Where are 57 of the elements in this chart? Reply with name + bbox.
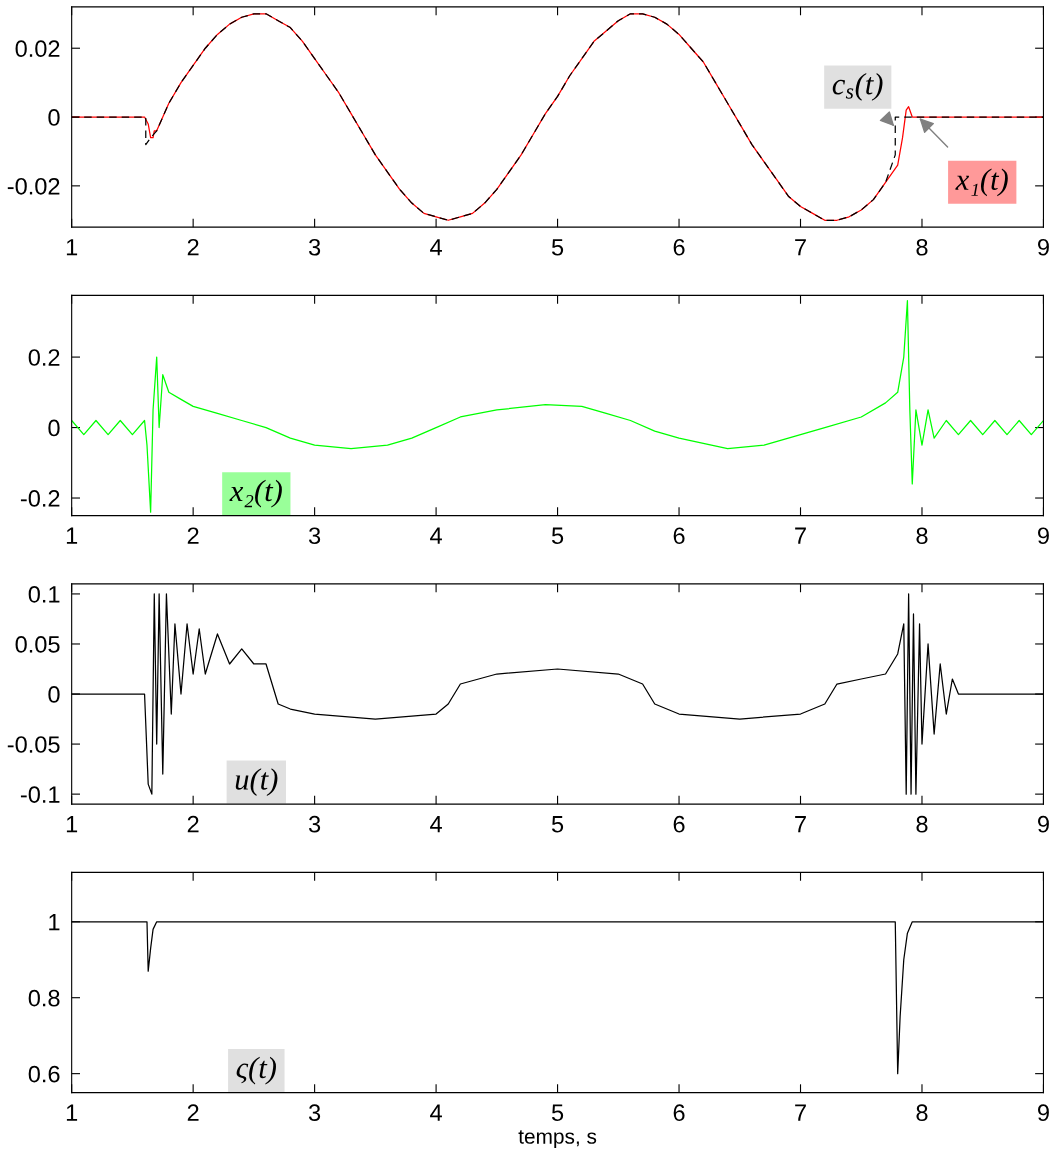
x-tick-label: 6 — [673, 527, 685, 545]
x-tick-label: 1 — [66, 527, 78, 544]
x-tick-label: 4 — [430, 527, 442, 544]
x-tick-label: 3 — [308, 1104, 321, 1122]
y-tick-label: -0.1 — [20, 786, 60, 803]
x-tick-label: 5 — [551, 239, 564, 256]
y-tick-label: 0.05 — [15, 636, 60, 653]
y-tick-label: 0 — [48, 109, 60, 126]
x-tick-label: 8 — [916, 1104, 928, 1122]
y-tick-label: -0.2 — [20, 490, 60, 507]
x-tick-label: 5 — [551, 1104, 564, 1122]
x-tick-label: 3 — [308, 815, 321, 833]
y-tick-label: -0.05 — [7, 736, 60, 753]
x-axis-title: temps, s — [518, 1130, 597, 1148]
x-tick-label: 2 — [187, 815, 199, 833]
y-tick-label: 0 — [48, 686, 60, 703]
x-tick-label: 2 — [187, 1104, 199, 1121]
y-tick-label: 0.02 — [15, 40, 60, 58]
x-tick-label: 7 — [795, 527, 806, 544]
x-tick-label: 9 — [1038, 238, 1049, 256]
x-tick-label: 9 — [1038, 527, 1049, 545]
x-tick-label: 4 — [430, 239, 442, 256]
x-tick-label: 1 — [66, 816, 78, 833]
x-tick-label: 8 — [916, 527, 928, 545]
x-tick-label: 2 — [187, 238, 199, 256]
x-tick-label: 2 — [187, 527, 199, 544]
y-tick-label: 0.8 — [28, 989, 60, 1007]
annotation: x₂(t) — [229, 479, 282, 508]
line-series — [71, 300, 1044, 513]
annotation: x₁(t) — [955, 168, 1008, 197]
y-tick-label: -0.02 — [7, 177, 60, 195]
x-tick-label: 7 — [795, 1104, 806, 1121]
x-tick-label: 8 — [916, 815, 928, 833]
x-tick-label: 1 — [66, 239, 78, 256]
annotation: c$_{s}$(t) — [832, 73, 883, 101]
x-tick-label: 9 — [1038, 1104, 1049, 1122]
x-tick-label: 7 — [795, 816, 806, 833]
x-tick-label: 8 — [916, 238, 928, 256]
x-tick-label: 4 — [430, 816, 442, 833]
x-tick-label: 6 — [673, 238, 685, 256]
x-tick-label: 5 — [551, 816, 564, 833]
y-tick-label: 0.2 — [28, 349, 60, 366]
y-tick-label: 0 — [48, 419, 60, 437]
y-tick-label: 0.1 — [28, 585, 60, 603]
x-tick-label: 4 — [430, 1104, 442, 1121]
x-tick-label: 9 — [1038, 815, 1049, 833]
x-tick-label: 1 — [66, 1104, 78, 1121]
annotation: u(t) — [235, 768, 278, 796]
x-tick-label: 6 — [673, 1104, 685, 1122]
annotation: ς(t) — [236, 1056, 276, 1085]
y-tick-label: 0.6 — [28, 1065, 60, 1083]
x-tick-label: 3 — [308, 238, 321, 256]
x-tick-label: 5 — [551, 527, 564, 545]
x-tick-label: 6 — [673, 815, 685, 833]
y-tick-label: 1 — [49, 914, 60, 931]
x-tick-label: 3 — [308, 527, 321, 545]
x-tick-label: 7 — [795, 239, 806, 256]
